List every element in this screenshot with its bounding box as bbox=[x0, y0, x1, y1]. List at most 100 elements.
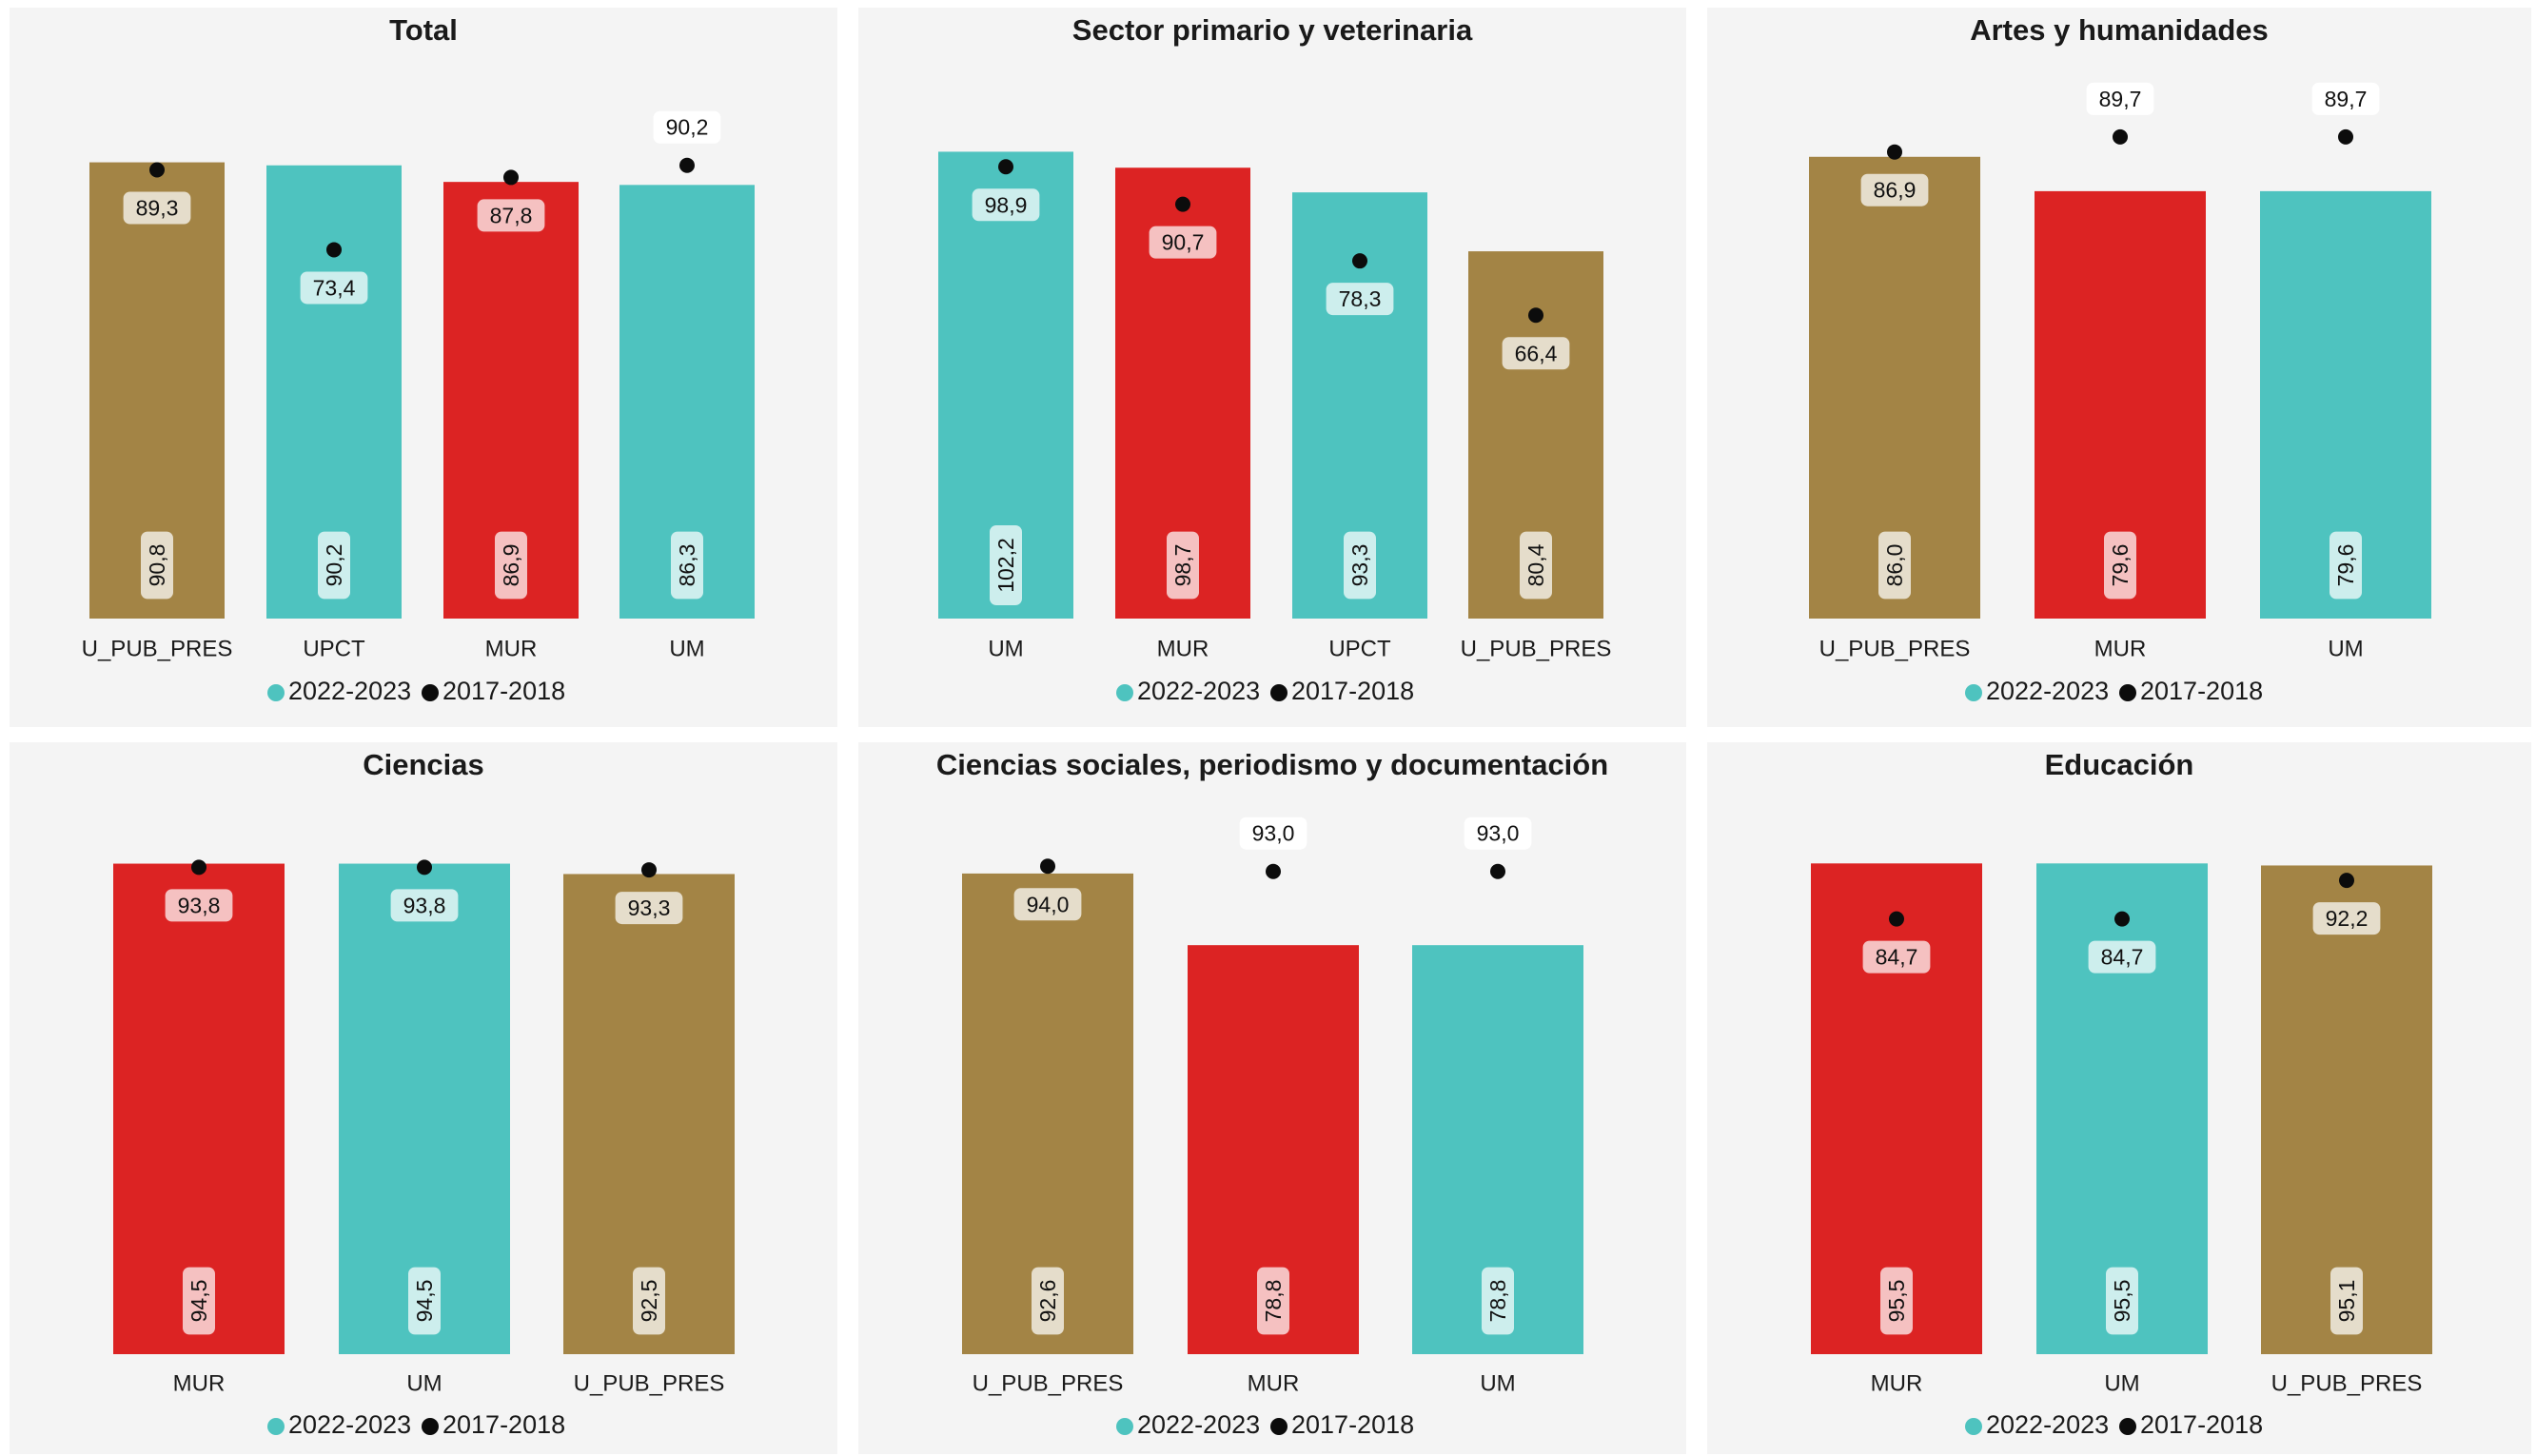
point-2017-um bbox=[2114, 911, 2130, 927]
chart-panel-5: Ciencias sociales, periodismo y document… bbox=[858, 742, 1686, 1454]
point-value-label: 98,9 bbox=[972, 188, 1040, 222]
point-value-label-text: 93,8 bbox=[178, 893, 221, 917]
point-2017-u-pub-pres bbox=[149, 162, 165, 178]
category-label: MUR bbox=[485, 637, 538, 662]
chart-panel-1: Total 90,8 89,3 U_PUB_PRES 90,2 73,4 UPCT 86,9 8… bbox=[10, 8, 837, 727]
point-value-label-text: 84,7 bbox=[1876, 945, 1918, 970]
bar-value-label: 90,2 bbox=[318, 531, 350, 600]
legend-2022-marker bbox=[267, 1418, 285, 1435]
point-value-label-text: 87,8 bbox=[490, 203, 533, 227]
point-2017-upct bbox=[326, 242, 342, 258]
point-value-label: 84,7 bbox=[2088, 940, 2156, 974]
chart-svg-1: Total 90,8 89,3 U_PUB_PRES 90,2 73,4 UPCT 86,9 8… bbox=[82, 13, 755, 705]
legend: 2022-2023 2017-2018 bbox=[1965, 1410, 2263, 1439]
point-value-label-text: 66,4 bbox=[1515, 341, 1558, 365]
legend-2017-label: 2017-2018 bbox=[442, 1410, 565, 1439]
bar-value-label: 95,1 bbox=[2330, 1267, 2363, 1335]
category-label: MUR bbox=[2094, 637, 2147, 662]
bar-value-label: 98,7 bbox=[1167, 531, 1199, 600]
legend-2017-label: 2017-2018 bbox=[2140, 1410, 2263, 1439]
point-value-label-text: 94,0 bbox=[1027, 892, 1070, 916]
point-2017-mur bbox=[503, 169, 519, 186]
point-value-label-text: 93,0 bbox=[1477, 821, 1520, 846]
chart-svg-4: Ciencias 94,5 93,8 MUR 94,5 93,8 UM 92,5 93,3 U_P… bbox=[113, 748, 735, 1439]
point-value-label-text: 89,7 bbox=[2099, 87, 2142, 111]
category-label: U_PUB_PRES bbox=[574, 1371, 725, 1397]
bar-value-label-text: 92,6 bbox=[1035, 1280, 1060, 1323]
bar-value-label-text: 94,5 bbox=[412, 1280, 437, 1323]
legend-2022-label: 2022-2023 bbox=[288, 677, 411, 705]
legend: 2022-2023 2017-2018 bbox=[1965, 677, 2263, 705]
point-2017-u-pub-pres bbox=[641, 862, 657, 878]
category-label: MUR bbox=[1248, 1371, 1300, 1397]
point-2017-um bbox=[679, 157, 695, 173]
point-value-label-text: 84,7 bbox=[2101, 945, 2144, 970]
legend: 2022-2023 2017-2018 bbox=[267, 1410, 565, 1439]
category-label: UM bbox=[1480, 1371, 1515, 1397]
point-value-label: 93,0 bbox=[1464, 817, 1532, 850]
bar-value-label: 80,4 bbox=[1520, 531, 1552, 600]
point-value-label-text: 89,3 bbox=[136, 195, 179, 220]
point-value-label-text: 78,3 bbox=[1339, 286, 1382, 311]
legend-2017-label: 2017-2018 bbox=[442, 677, 565, 705]
point-value-label: 66,4 bbox=[1502, 337, 1570, 370]
chart-svg-2: Sector primario y veterinaria 102,2 98,9 UM… bbox=[938, 13, 1612, 705]
point-2017-u-pub-pres bbox=[1040, 858, 1055, 875]
point-2017-mur bbox=[1889, 911, 1904, 927]
point-value-label: 89,3 bbox=[123, 191, 191, 225]
legend-2022-marker bbox=[1965, 684, 1982, 701]
point-2017-mur bbox=[1175, 196, 1190, 212]
category-label: UPCT bbox=[1328, 637, 1391, 662]
legend-2022-label: 2022-2023 bbox=[288, 1410, 411, 1439]
bar-value-label: 95,5 bbox=[2106, 1267, 2138, 1335]
category-label: U_PUB_PRES bbox=[1819, 637, 1971, 662]
point-2017-mur bbox=[2113, 128, 2128, 145]
point-value-label-text: 90,7 bbox=[1162, 230, 1205, 255]
point-value-label-text: 98,9 bbox=[985, 192, 1028, 217]
category-label: UM bbox=[2328, 637, 2363, 662]
chart-title: Artes y humanidades bbox=[1970, 13, 2269, 47]
legend-2017-marker bbox=[1270, 684, 1288, 701]
point-value-label: 78,3 bbox=[1326, 283, 1394, 316]
legend-2017-label: 2017-2018 bbox=[1291, 677, 1414, 705]
category-label: MUR bbox=[1871, 1371, 1923, 1397]
point-2017-upct bbox=[1352, 253, 1367, 269]
legend-2017-label: 2017-2018 bbox=[2140, 677, 2263, 705]
category-label: U_PUB_PRES bbox=[973, 1371, 1124, 1397]
bar-value-label-text: 79,6 bbox=[2108, 544, 2133, 587]
point-value-label: 92,2 bbox=[2312, 902, 2381, 935]
point-value-label: 93,8 bbox=[390, 889, 459, 922]
bar-value-label-text: 86,3 bbox=[675, 544, 699, 587]
legend-2022-marker bbox=[267, 684, 285, 701]
legend-2022-marker bbox=[1116, 1418, 1133, 1435]
bar-value-label-text: 78,8 bbox=[1261, 1280, 1286, 1323]
bar-value-label-text: 94,5 bbox=[187, 1280, 211, 1323]
legend-2022-marker bbox=[1116, 684, 1133, 701]
chart-title: Ciencias sociales, periodismo y document… bbox=[936, 748, 1608, 781]
chart-svg-6: Educación 95,5 84,7 MUR 95,5 84,7 UM 95,1 92,2 U_… bbox=[1811, 748, 2432, 1439]
chart-panel-6: Educación 95,5 84,7 MUR 95,5 84,7 UM 95,1 92,2 U_… bbox=[1707, 742, 2531, 1454]
chart-svg-5: Ciencias sociales, periodismo y document… bbox=[936, 748, 1608, 1439]
category-label: UM bbox=[406, 1371, 442, 1397]
chart-panel-4: Ciencias 94,5 93,8 MUR 94,5 93,8 UM 92,5 93,3 U_P… bbox=[10, 742, 837, 1454]
point-value-label: 87,8 bbox=[477, 199, 545, 232]
point-value-label-text: 90,2 bbox=[666, 115, 709, 140]
bar-value-label: 92,6 bbox=[1032, 1267, 1064, 1335]
bar-value-label-text: 92,5 bbox=[637, 1280, 661, 1323]
point-value-label-text: 93,8 bbox=[403, 893, 446, 917]
bar-value-label: 78,8 bbox=[1482, 1267, 1514, 1335]
point-value-label-text: 86,9 bbox=[1874, 178, 1917, 203]
legend-2017-marker bbox=[2119, 684, 2136, 701]
point-value-label: 90,2 bbox=[653, 110, 721, 144]
legend-2022-label: 2022-2023 bbox=[1137, 1410, 1260, 1439]
legend-2017-marker bbox=[2119, 1418, 2136, 1435]
chart-panel-2: Sector primario y veterinaria 102,2 98,9 UM… bbox=[858, 8, 1686, 727]
bar-value-label-text: 102,2 bbox=[993, 538, 1018, 593]
category-label: U_PUB_PRES bbox=[1461, 637, 1612, 662]
point-value-label-text: 92,2 bbox=[2326, 906, 2369, 931]
point-value-label: 93,8 bbox=[165, 889, 233, 922]
point-value-label: 86,9 bbox=[1860, 173, 1929, 207]
bar-value-label: 79,6 bbox=[2104, 531, 2136, 600]
point-2017-u-pub-pres bbox=[1887, 144, 1902, 160]
point-value-label-text: 73,4 bbox=[313, 275, 356, 300]
